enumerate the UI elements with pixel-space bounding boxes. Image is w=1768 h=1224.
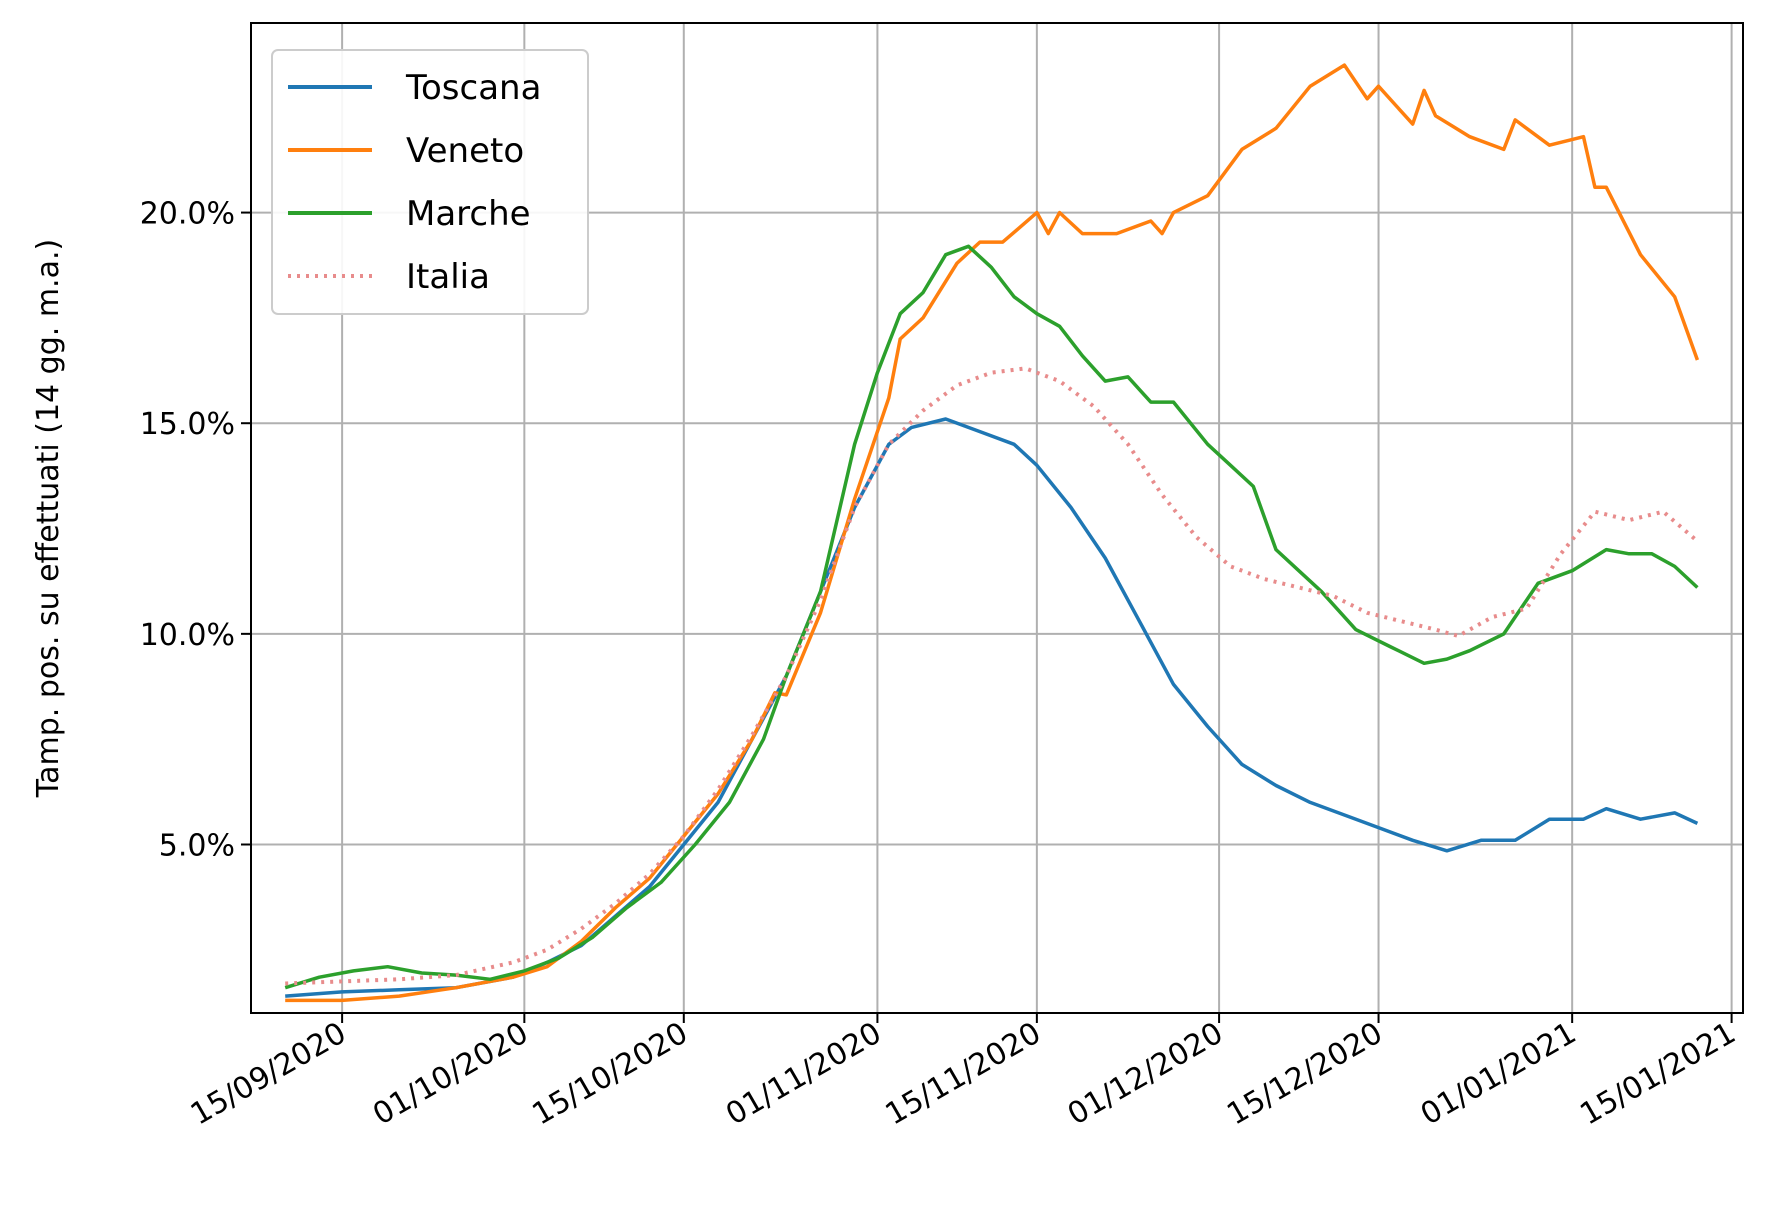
y-tick-label: 10.0% xyxy=(140,618,235,653)
legend-label-veneto: Veneto xyxy=(406,131,524,171)
y-tick-label: 15.0% xyxy=(140,407,235,442)
grid xyxy=(251,23,1743,1013)
y-axis: 5.0% 10.0% 15.0% 20.0% xyxy=(140,197,251,863)
plot-frame xyxy=(250,22,1744,1014)
legend-label-marche: Marche xyxy=(406,194,531,234)
y-axis-label: Tamp. pos. su effettuati (14 gg. m.a.) xyxy=(31,239,66,798)
series-line-marche xyxy=(284,244,1699,990)
legend-label-toscana: Toscana xyxy=(405,68,541,108)
series-line-veneto xyxy=(285,63,1700,1003)
legend-box xyxy=(271,49,589,315)
legend: Toscana Veneto Marche Italia xyxy=(271,49,589,315)
y-tick-label: 20.0% xyxy=(140,197,235,232)
y-tick-label: 5.0% xyxy=(159,828,235,863)
series-lines xyxy=(284,63,1700,1003)
legend-label-italia: Italia xyxy=(406,257,490,297)
